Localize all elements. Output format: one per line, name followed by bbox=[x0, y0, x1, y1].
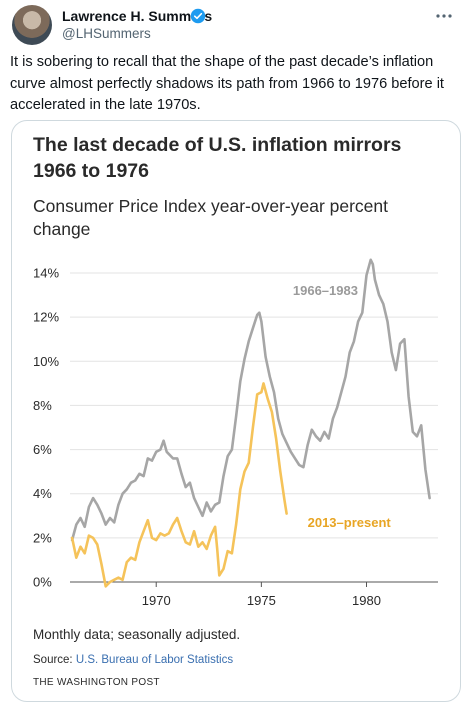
x-tick-label: 1970 bbox=[142, 593, 171, 608]
media-card[interactable]: The last decade of U.S. inflation mirror… bbox=[11, 120, 461, 702]
chart-source: Source: U.S. Bureau of Labor Statistics bbox=[33, 654, 233, 666]
y-tick-label: 4% bbox=[33, 486, 52, 501]
annotations: 1966–1983 2013–present bbox=[293, 283, 392, 530]
y-axis-ticks: 0% 2% 4% 6% 8% 10% 12% 14% bbox=[33, 266, 59, 590]
x-axis-ticks: 1970 1975 1980 bbox=[142, 582, 381, 608]
chart-credit: THE WASHINGTON POST bbox=[33, 677, 160, 688]
series-label: 1966–1983 bbox=[293, 283, 358, 298]
source-link[interactable]: U.S. Bureau of Labor Statistics bbox=[75, 654, 234, 666]
more-options-icon[interactable] bbox=[433, 7, 455, 25]
avatar[interactable] bbox=[12, 5, 52, 45]
series-line-2013-present bbox=[70, 382, 288, 588]
author-name[interactable]: Lawrence H. Summers bbox=[62, 8, 213, 24]
y-tick-label: 10% bbox=[33, 354, 59, 369]
x-tick-label: 1980 bbox=[352, 593, 381, 608]
verified-badge-icon bbox=[190, 8, 206, 24]
y-tick-label: 6% bbox=[33, 442, 52, 457]
author-handle[interactable]: @LHSummers bbox=[62, 26, 151, 41]
series-label: 2013–present bbox=[308, 515, 392, 530]
tweet-header: Lawrence H. Summers @LHSummers bbox=[12, 5, 457, 45]
y-tick-label: 0% bbox=[33, 575, 52, 590]
y-tick-label: 12% bbox=[33, 310, 59, 325]
chart-subtitle: Consumer Price Index year-over-year perc… bbox=[33, 196, 389, 239]
grid bbox=[70, 272, 438, 583]
inflation-chart: 0% 2% 4% 6% 8% 10% 12% 14% 1970 1975 1980 1966–19… bbox=[33, 258, 438, 608]
chart-note: Monthly data; seasonally adjusted. bbox=[33, 627, 241, 642]
source-prefix: Source: bbox=[33, 654, 76, 666]
y-tick-label: 2% bbox=[33, 530, 52, 545]
x-tick-label: 1975 bbox=[247, 593, 276, 608]
y-tick-label: 8% bbox=[33, 398, 52, 413]
series-line-1966-1983 bbox=[70, 258, 431, 542]
chart-title: The last decade of U.S. inflation mirror… bbox=[33, 134, 402, 182]
series bbox=[70, 258, 431, 588]
tweet-text: It is sobering to recall that the shape … bbox=[10, 54, 444, 113]
y-tick-label: 14% bbox=[33, 266, 59, 281]
